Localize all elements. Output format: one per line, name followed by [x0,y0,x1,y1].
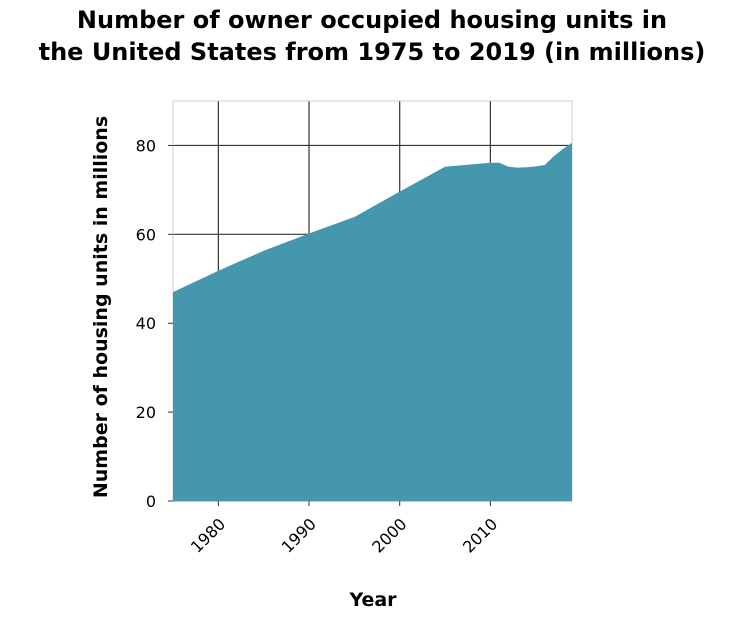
area-series [173,142,572,501]
chart-title: Number of owner occupied housing units i… [0,4,744,68]
x-tick-label: 1980 [187,514,229,556]
area-layer [173,142,572,501]
y-tick-label: 0 [146,492,156,511]
y-axis-label: Number of housing units in millions [90,116,112,498]
chart-title-line-2: the United States from 1975 to 2019 (in … [38,38,706,66]
y-tick-label: 60 [136,225,156,244]
x-axis-label: Year [348,589,397,611]
x-axis-ticks: 1980 1990 2000 2010 [187,501,501,557]
x-tick-label: 2000 [368,514,410,556]
x-tick-label: 2010 [459,514,501,556]
y-tick-label: 40 [136,314,156,333]
x-tick-label: 1990 [278,514,320,556]
chart-title-line-1: Number of owner occupied housing units i… [76,6,668,34]
y-axis-ticks: 0 20 40 60 80 [136,136,173,511]
y-tick-label: 20 [136,403,156,422]
y-tick-label: 80 [136,136,156,155]
